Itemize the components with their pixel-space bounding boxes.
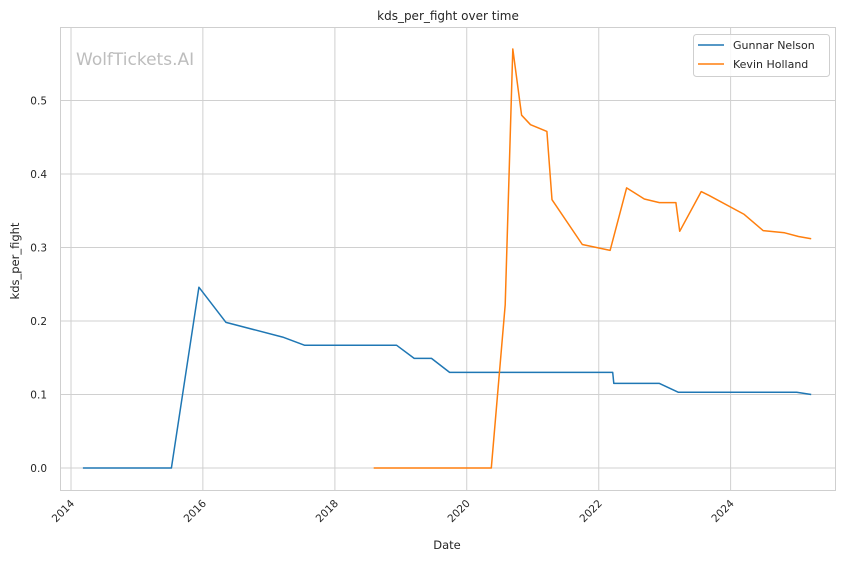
legend-label-gunnar-nelson: Gunnar Nelson [733,39,815,52]
y-tick-label: 0.0 [30,463,47,475]
y-tick-label: 0.1 [30,389,47,401]
chart-title: kds_per_fight over time [377,9,519,23]
y-tick-label: 0.3 [30,242,47,254]
legend: Gunnar Nelson Kevin Holland [693,34,830,77]
series-lines [82,48,812,469]
y-tick-label: 0.4 [30,169,47,181]
grid [60,27,835,490]
y-tick-label: 0.5 [30,95,47,107]
y-tick-label: 0.2 [30,316,47,328]
series-line-kevin-holland [373,48,812,469]
legend-label-kevin-holland: Kevin Holland [733,58,808,71]
legend-box [693,34,830,77]
plot-frame [60,27,836,491]
y-tick-labels: 0.0 0.1 0.2 0.3 0.4 0.5 [30,95,47,474]
watermark: WolfTickets.AI [76,50,194,70]
y-axis-label: kds_per_fight [8,222,22,299]
x-axis-label: Date [433,538,461,552]
series-line-gunnar-nelson [82,286,812,469]
